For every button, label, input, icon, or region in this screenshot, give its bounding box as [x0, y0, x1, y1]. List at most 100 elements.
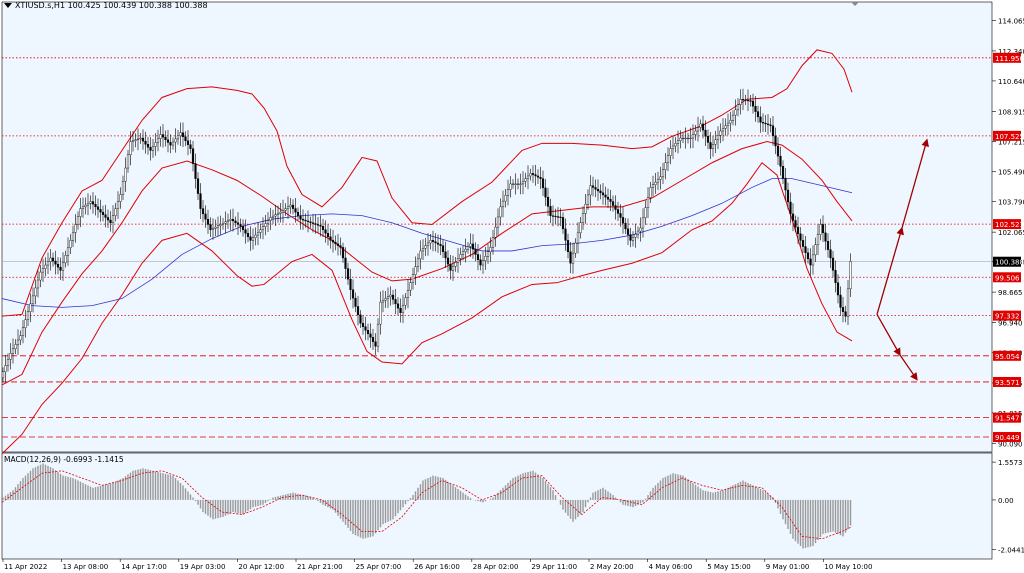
candle-body	[741, 99, 745, 101]
time-tick-label: 21 Apr 21:00	[297, 563, 343, 571]
price-tick-label: 96.940	[998, 320, 1023, 328]
candle-body	[296, 211, 300, 216]
candle-body	[261, 226, 265, 230]
candle-body	[424, 245, 427, 249]
candle-body	[489, 247, 492, 253]
candle-body	[419, 250, 422, 260]
forecast-arrow[interactable]	[876, 314, 901, 357]
candle-body	[671, 145, 675, 149]
forecast-arrow[interactable]	[899, 354, 918, 381]
candle-body	[329, 236, 332, 241]
candle-body	[134, 139, 137, 141]
candle-body	[509, 183, 512, 190]
moving-average	[1, 178, 853, 308]
candle-body	[726, 122, 730, 126]
candle-body	[581, 213, 585, 223]
candle-body	[399, 308, 402, 313]
candle-body	[666, 155, 670, 163]
candle-body	[596, 188, 600, 192]
candle-body	[609, 199, 612, 202]
macd-label: MACD(12,26,9) -0.6993 -1.1415	[4, 455, 124, 464]
candle-body	[531, 173, 535, 175]
candle-body	[51, 257, 55, 262]
candle-body	[601, 192, 605, 196]
candle-body	[471, 243, 475, 250]
candle-body	[229, 218, 232, 221]
time-tick-label: 14 Apr 17:00	[121, 563, 167, 571]
candle-body	[466, 246, 470, 250]
candle-body	[284, 208, 287, 211]
candle-body	[24, 319, 27, 328]
candle-body	[469, 243, 472, 247]
candle-body	[736, 104, 740, 111]
candle-body	[166, 139, 170, 143]
candle-body	[199, 193, 202, 209]
menu-triangle-icon[interactable]	[4, 3, 12, 8]
candle-body	[819, 224, 822, 235]
candle-body	[806, 252, 810, 260]
price-tick-label: 102.065	[998, 229, 1024, 237]
candle-body	[374, 341, 377, 347]
candle-body	[96, 206, 100, 210]
time-tick-label: 19 Apr 03:00	[180, 563, 226, 571]
level-label-bg	[993, 310, 1021, 321]
candle-body	[226, 220, 230, 223]
candle-body	[664, 162, 667, 170]
macd-plot-area[interactable]	[1, 452, 993, 560]
level-label: 91.547	[995, 415, 1020, 423]
scroll-marker-icon[interactable]	[851, 2, 859, 6]
candle-body	[114, 208, 117, 216]
candle-body	[589, 185, 592, 196]
candle-body	[474, 248, 477, 255]
candle-body	[799, 233, 802, 241]
candle-body	[4, 365, 7, 372]
candle-body	[264, 223, 267, 227]
candle-body	[486, 251, 490, 257]
candle-body	[459, 254, 462, 259]
candle-body	[564, 228, 567, 241]
candle-body	[536, 175, 540, 178]
time-tick-label: 20 Apr 12:00	[238, 563, 284, 571]
candle-body	[139, 137, 142, 140]
candle-body	[634, 233, 637, 238]
candle-body	[446, 257, 450, 265]
level-label: 111.950	[995, 55, 1024, 63]
candle-body	[149, 147, 152, 151]
candle-body	[401, 304, 405, 313]
candle-body	[294, 208, 297, 213]
candle-body	[541, 178, 545, 189]
candle-body	[91, 201, 95, 205]
candle-body	[151, 146, 155, 151]
candle-body	[421, 248, 425, 252]
forecast-arrow[interactable]	[876, 226, 904, 315]
candle-body	[559, 216, 562, 218]
candle-body	[206, 218, 210, 225]
candle-body	[109, 219, 112, 223]
time-tick-label: 25 Apr 07:00	[356, 563, 402, 571]
candle-body	[316, 224, 320, 226]
candle-body	[331, 240, 335, 243]
candle-body	[689, 137, 692, 140]
candle-body	[826, 241, 830, 250]
level-label: 107.525	[995, 133, 1024, 141]
candle-body	[309, 221, 312, 223]
candle-body	[494, 226, 497, 238]
candle-body	[636, 230, 640, 235]
forecast-arrow[interactable]	[901, 138, 929, 229]
candle-body	[724, 125, 727, 129]
candle-body	[749, 100, 752, 102]
candle-body	[34, 287, 37, 297]
candle-body	[544, 187, 547, 198]
candle-body	[81, 206, 85, 209]
candle-body	[586, 194, 590, 205]
candle-body	[101, 211, 105, 215]
candle-body	[59, 267, 62, 271]
candle-body	[464, 248, 467, 253]
candle-body	[146, 144, 150, 148]
time-tick-label: 10 May 10:00	[824, 563, 872, 571]
candle-body	[491, 237, 495, 248]
candle-body	[831, 257, 835, 271]
candle-body	[116, 201, 120, 209]
candle-body	[719, 130, 722, 136]
